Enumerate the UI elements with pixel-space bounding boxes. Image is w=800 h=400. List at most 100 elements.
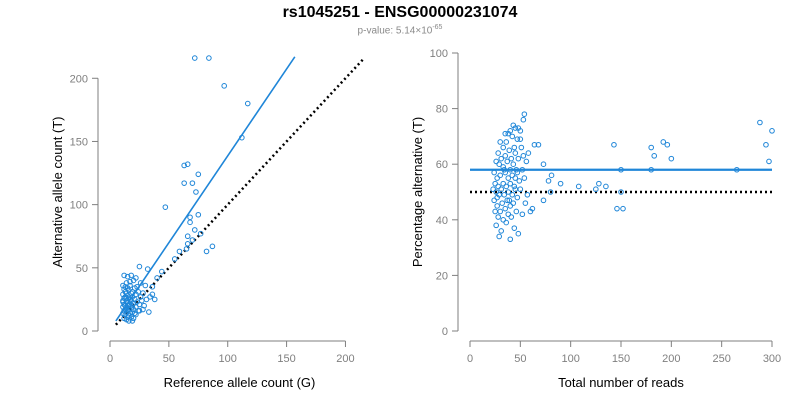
x-tick-label: 200 — [336, 353, 354, 365]
x-axis-title: Total number of reads — [558, 375, 684, 390]
y-tick-label: 20 — [436, 270, 448, 282]
data-point — [509, 172, 516, 179]
pvalue-text: p-value: 5.14×10 — [357, 25, 433, 37]
data-point — [540, 197, 547, 204]
data-point — [522, 200, 529, 206]
data-point — [507, 203, 514, 209]
data-point — [197, 230, 204, 237]
data-point — [525, 150, 532, 156]
data-point — [545, 178, 552, 184]
data-point — [126, 318, 132, 324]
data-point — [146, 309, 152, 315]
data-point — [497, 208, 503, 215]
x-tick-label: 0 — [467, 353, 473, 365]
data-point — [503, 183, 510, 190]
y-tick-label: 200 — [70, 73, 88, 85]
data-point — [184, 233, 191, 240]
data-point — [136, 307, 143, 314]
data-point — [510, 161, 517, 167]
data-point — [491, 169, 497, 176]
data-point — [603, 183, 609, 190]
data-point — [540, 161, 547, 167]
y-tick-label: 80 — [436, 104, 448, 116]
data-point — [557, 180, 564, 187]
x-tick-label: 50 — [514, 353, 526, 365]
data-point — [183, 246, 190, 252]
data-point — [171, 256, 178, 262]
data-point — [140, 306, 146, 313]
data-point — [505, 130, 512, 137]
data-point — [516, 178, 523, 184]
data-point — [127, 278, 133, 285]
data-point — [142, 282, 149, 289]
data-point — [508, 155, 515, 162]
data-point — [515, 230, 522, 237]
data-point — [757, 119, 763, 126]
data-point — [221, 83, 227, 89]
data-point — [518, 144, 525, 151]
x-tick-label: 150 — [612, 353, 630, 365]
y-tick-label: 50 — [76, 263, 88, 275]
data-point — [506, 147, 513, 154]
data-point — [149, 283, 156, 290]
data-point — [510, 122, 517, 129]
data-point — [503, 139, 510, 145]
data-point — [500, 180, 507, 187]
data-point — [191, 227, 198, 233]
data-point — [141, 302, 147, 309]
data-point — [519, 211, 526, 218]
data-point — [130, 277, 137, 284]
data-point — [191, 55, 198, 61]
data-point — [129, 318, 136, 324]
data-point — [193, 189, 199, 195]
data-point — [187, 219, 193, 226]
data-point — [159, 268, 165, 275]
data-point — [504, 197, 511, 204]
data-point — [593, 186, 599, 193]
data-point — [189, 237, 196, 243]
data-point — [527, 208, 534, 215]
data-point — [131, 310, 138, 317]
data-point — [503, 219, 510, 226]
data-point — [184, 241, 191, 247]
data-point — [618, 189, 624, 195]
data-point — [496, 161, 502, 167]
data-point — [512, 150, 519, 156]
data-point — [766, 158, 772, 165]
data-point — [120, 282, 126, 289]
y-tick-label: 150 — [70, 136, 88, 148]
data-point — [500, 144, 507, 151]
data-point — [511, 183, 518, 190]
data-point — [521, 111, 528, 117]
data-point — [121, 272, 127, 279]
y-axis-title: Alternative allele count (T) — [50, 116, 65, 267]
data-point — [547, 189, 554, 195]
data-point — [123, 280, 130, 286]
data-point — [505, 189, 512, 195]
data-point — [493, 158, 499, 165]
scatter-chart-percentage-alternative: 0 50 100 150 200 250 300 0 20 40 60 80 100 Total numb… — [410, 48, 781, 390]
chart-title: rs1045251 - ENSG00000231074 — [282, 4, 518, 21]
data-point — [498, 228, 505, 234]
data-point — [507, 180, 514, 187]
data-point — [513, 208, 520, 215]
data-point — [511, 225, 518, 231]
data-point — [244, 100, 251, 107]
data-point — [502, 169, 509, 176]
data-point — [494, 203, 500, 209]
data-point — [492, 180, 498, 187]
data-point — [176, 248, 183, 255]
data-point — [520, 116, 527, 123]
y-tick-label: 0 — [442, 326, 448, 338]
data-point — [521, 175, 528, 181]
data-point — [511, 144, 518, 151]
data-point — [195, 171, 202, 178]
data-point — [509, 133, 516, 140]
data-point — [575, 183, 582, 190]
data-point — [497, 172, 503, 179]
data-point — [495, 183, 501, 190]
data-point — [123, 295, 130, 301]
data-point — [596, 180, 602, 187]
data-point — [505, 211, 512, 218]
data-point — [507, 236, 514, 243]
